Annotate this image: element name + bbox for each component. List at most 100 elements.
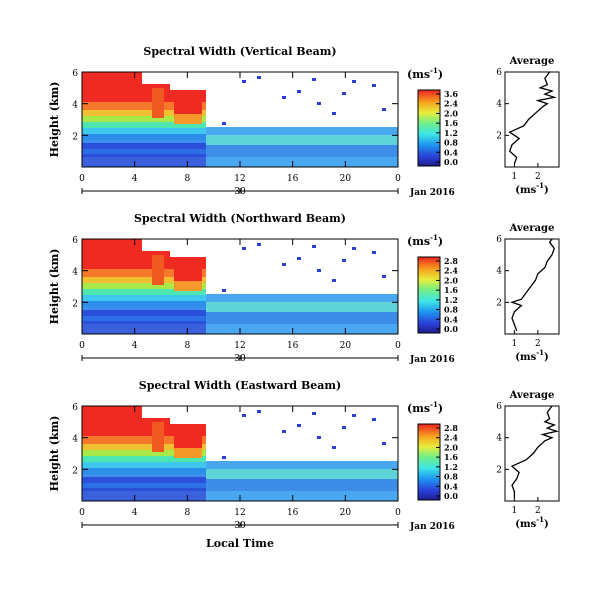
x-tick-label: 0	[79, 508, 85, 518]
avg-y-tick-label: 4	[496, 434, 502, 444]
colorbar-tick-label: 2.8	[444, 256, 458, 266]
panel-3: Spectral Width (Eastward Beam) 2 4 6 Height …	[48, 379, 560, 532]
colorbar-tick-label: 2.0	[444, 442, 458, 452]
x-tick-label: 20	[340, 341, 352, 351]
x-tick-label: 8	[184, 508, 190, 518]
colorbar-tick-label: 0.0	[444, 157, 458, 167]
data-speckle	[257, 76, 261, 79]
night-band	[82, 134, 206, 140]
y-tick-label: 2	[72, 132, 78, 142]
night-band	[82, 116, 206, 122]
data-speckle	[342, 92, 346, 95]
data-speckle	[332, 446, 336, 449]
afternoon-layer-stripe	[206, 479, 398, 491]
red-cell	[152, 255, 164, 285]
x-tick-label: 16	[287, 174, 299, 184]
afternoon-layer-stripe	[206, 312, 398, 324]
avg-y-tick-label: 2	[496, 465, 502, 475]
x-tick-label: 12	[234, 174, 245, 184]
orange-cell	[174, 448, 202, 458]
night-band	[82, 122, 206, 128]
avg-frame	[504, 238, 560, 335]
colorbar-tick-label: 1.2	[444, 462, 458, 472]
heatmap-field	[82, 406, 398, 501]
colorbar-tick-label: 1.2	[444, 295, 458, 305]
red-cell	[152, 88, 164, 118]
heatmap-field	[82, 72, 398, 167]
data-speckle	[352, 247, 356, 250]
y-tick-label: 4	[72, 435, 78, 445]
colorbar-tick-label: 0.4	[444, 481, 458, 491]
colorbar	[417, 423, 441, 501]
no-data-region	[206, 239, 398, 294]
red-cell	[174, 420, 202, 448]
data-speckle	[312, 412, 316, 415]
y-axis-label: Height (km)	[48, 249, 61, 325]
colorbar-tick-label: 2.0	[444, 275, 458, 285]
avg-y-tick-label: 2	[496, 131, 502, 141]
data-speckle	[297, 257, 301, 260]
avg-title: Average	[509, 390, 555, 401]
no-data-region	[142, 239, 206, 251]
data-speckle	[372, 251, 376, 254]
afternoon-layer-stripe	[206, 145, 398, 157]
x-tick-label: 20	[340, 174, 352, 184]
red-cell	[174, 253, 202, 281]
data-speckle	[257, 243, 261, 246]
colorbar-tick-label: 0.0	[444, 491, 458, 501]
heatmap-field	[82, 239, 398, 334]
data-speckle	[312, 245, 316, 248]
colorbar-tick-label: 1.6	[444, 285, 458, 295]
data-speckle	[372, 84, 376, 87]
night-band	[82, 444, 206, 450]
date-label: Jan 2016	[409, 522, 455, 532]
night-band	[82, 295, 206, 301]
no-data-region	[206, 406, 398, 461]
data-speckle	[297, 90, 301, 93]
y-tick-label: 4	[72, 268, 78, 278]
colorbar-unit: (ms-1)	[407, 233, 443, 248]
night-band	[82, 301, 206, 307]
data-speckle	[282, 263, 286, 266]
colorbar-tick-label: 0.4	[444, 147, 458, 157]
x-tick-label: 16	[287, 508, 299, 518]
night-band	[82, 456, 206, 462]
avg-y-tick-label: 4	[496, 100, 502, 110]
no-data-region	[142, 72, 206, 84]
afternoon-layer-stripe	[206, 469, 398, 479]
colorbar-tick-label: 2.8	[444, 423, 458, 433]
colorbar-tick-label: 1.6	[444, 452, 458, 462]
colorbar-tick-label: 2.4	[444, 433, 458, 443]
data-speckle	[297, 424, 301, 427]
data-speckle	[312, 78, 316, 81]
avg-x-tick-label: 2	[535, 339, 541, 349]
x-tick-label: 0	[79, 174, 85, 184]
colorbar-tick-label: 2.0	[444, 108, 458, 118]
orange-cell	[174, 281, 202, 291]
colorbar-tick-label: 0.0	[444, 324, 458, 334]
data-speckle	[372, 418, 376, 421]
avg-x-tick-label: 2	[535, 506, 541, 516]
night-band	[82, 468, 206, 474]
avg-unit: (ms-1)	[515, 348, 548, 363]
data-speckle	[222, 456, 226, 459]
colorbar-tick-label: 0.8	[444, 305, 458, 315]
colorbar	[417, 89, 441, 167]
avg-profile-line	[508, 71, 557, 165]
x-tick-label: 4	[132, 508, 138, 518]
y-tick-label: 4	[72, 101, 78, 111]
avg-unit: (ms-1)	[515, 515, 548, 530]
y-tick-label: 2	[72, 299, 78, 309]
night-band	[82, 102, 206, 110]
y-axis-label: Height (km)	[48, 82, 61, 158]
night-band	[82, 128, 206, 134]
colorbar-tick-label: 1.2	[444, 128, 458, 138]
x-axis-label-local-time: Local Time	[206, 537, 274, 550]
x-tick-label: 4	[132, 341, 138, 351]
colorbar-tick-label: 0.8	[444, 138, 458, 148]
x-tick-label: 12	[234, 508, 245, 518]
y-tick-label: 6	[72, 403, 78, 413]
data-speckle	[332, 112, 336, 115]
avg-title: Average	[509, 56, 555, 67]
